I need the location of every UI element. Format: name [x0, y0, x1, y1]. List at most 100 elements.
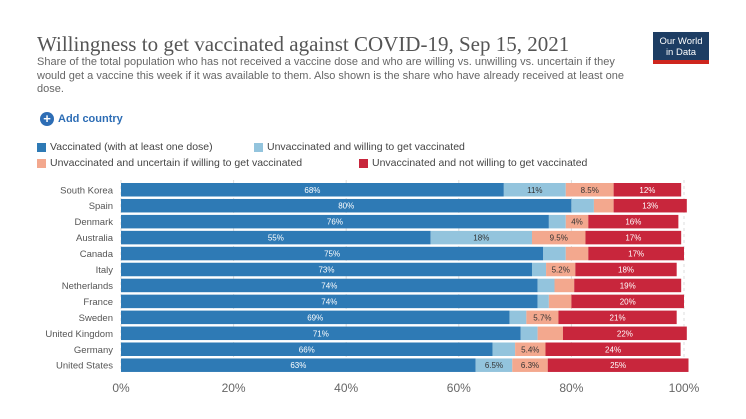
bar-segment-unwilling — [588, 214, 679, 229]
data-label-unwilling: 21% — [610, 313, 626, 322]
data-label-unwilling: 17% — [628, 250, 644, 259]
country-label: Spain — [89, 201, 113, 212]
data-label-vaccinated: 74% — [321, 297, 337, 306]
bar-segment-unwilling — [575, 262, 677, 277]
bar-segment-vaccinated — [121, 278, 538, 293]
data-label-unwilling: 19% — [620, 281, 636, 290]
bar-segment-willing — [509, 310, 527, 325]
bar-segment-uncertain — [531, 230, 586, 245]
bar-segment-willing — [543, 246, 566, 261]
legend-swatch-vaccinated — [37, 142, 46, 152]
bar-segment-willing — [503, 183, 566, 197]
data-label-uncertain: 5.4% — [521, 345, 539, 354]
data-label-unwilling: 24% — [605, 345, 621, 354]
legend-label-unwilling: Unvaccinated and not willing to get vacc… — [372, 157, 588, 169]
country-label: Germany — [74, 345, 113, 356]
bar-segment-uncertain — [565, 246, 589, 261]
bar-segment-vaccinated — [121, 262, 532, 277]
legend-swatch-unwilling — [359, 158, 368, 168]
bar-segment-uncertain — [565, 183, 614, 197]
country-label: Italy — [96, 265, 114, 276]
country-label: South Korea — [60, 185, 114, 196]
data-label-unwilling: 18% — [618, 266, 634, 275]
x-tick-label: 80% — [559, 381, 583, 395]
bar-segment-vaccinated — [121, 326, 521, 341]
bar-segment-unwilling — [558, 310, 677, 325]
x-tick-label: 60% — [447, 381, 471, 395]
legend-label-willing: Unvaccinated and willing to get vaccinat… — [267, 141, 465, 153]
data-label-vaccinated: 63% — [290, 361, 306, 370]
bar-segment-uncertain — [537, 326, 563, 341]
logo-line-2: in Data — [665, 47, 697, 58]
country-label: Australia — [76, 233, 114, 244]
bar-segment-unwilling — [588, 246, 684, 261]
bar-segment-uncertain — [515, 342, 546, 356]
bar-segment-vaccinated — [121, 342, 493, 356]
data-label-vaccinated: 66% — [299, 345, 315, 354]
chart-title: Willingness to get vaccinated against CO… — [37, 32, 570, 56]
bar-segment-willing — [492, 342, 516, 356]
bar-segment-willing — [531, 262, 547, 277]
x-tick-label: 20% — [222, 381, 246, 395]
bar-segment-uncertain — [512, 358, 548, 372]
data-label-unwilling: 12% — [639, 186, 655, 195]
add-country-button[interactable]: + Add country — [40, 110, 123, 128]
bar-segment-vaccinated — [121, 230, 431, 245]
bar-segment-unwilling — [613, 183, 682, 197]
data-label-vaccinated: 71% — [313, 329, 329, 338]
data-label-willing: 6.5% — [485, 361, 503, 370]
bar-segment-vaccinated — [121, 246, 544, 261]
bar-segment-uncertain — [565, 214, 589, 229]
legend-item-unwilling[interactable]: Unvaccinated and not willing to get vacc… — [359, 156, 619, 170]
bar-segment-willing — [537, 294, 549, 309]
data-label-uncertain: 5.2% — [552, 266, 570, 275]
data-label-unwilling: 13% — [642, 202, 658, 211]
bar-segment-unwilling — [574, 278, 682, 293]
data-label-willing: 11% — [527, 186, 542, 195]
legend-item-willing[interactable]: Unvaccinated and willing to get vaccinat… — [254, 140, 554, 154]
data-label-unwilling: 22% — [617, 329, 633, 338]
legend-swatch-uncertain — [37, 158, 46, 168]
data-label-vaccinated: 73% — [318, 266, 334, 275]
chart-legend: Vaccinated (with at least one dose) Unva… — [37, 140, 637, 170]
add-country-label: Add country — [58, 113, 123, 125]
bar-segment-uncertain — [526, 310, 559, 325]
data-label-unwilling: 17% — [625, 234, 641, 243]
bar-segment-uncertain — [593, 198, 614, 213]
bar-segment-vaccinated — [121, 310, 510, 325]
owid-logo[interactable]: Our World in Data — [653, 32, 709, 64]
bar-segment-vaccinated — [121, 183, 504, 197]
bar-segment-unwilling — [562, 326, 687, 341]
data-label-unwilling: 20% — [620, 297, 636, 306]
bar-segment-willing — [537, 278, 555, 293]
country-label: Denmark — [74, 217, 113, 228]
country-label: France — [83, 297, 113, 308]
bar-segment-willing — [548, 214, 566, 229]
logo-accent-bar — [653, 60, 709, 64]
country-label: Canada — [80, 249, 114, 260]
x-tick-label: 40% — [334, 381, 358, 395]
bar-segment-unwilling — [571, 294, 684, 309]
bar-segment-vaccinated — [121, 358, 476, 372]
bar-segment-vaccinated — [121, 198, 572, 213]
data-label-vaccinated: 55% — [268, 234, 284, 243]
data-label-vaccinated: 69% — [307, 313, 323, 322]
bar-segment-willing — [475, 358, 513, 372]
chart-subtitle: Share of the total population who has no… — [37, 56, 624, 95]
bar-segment-willing — [430, 230, 532, 245]
country-label: United Kingdom — [45, 329, 113, 340]
bar-segment-uncertain — [546, 262, 576, 277]
bar-segment-uncertain — [554, 278, 575, 293]
data-label-willing: 18% — [473, 234, 489, 243]
data-label-vaccinated: 74% — [321, 281, 337, 290]
logo-line-1: Our World — [659, 36, 703, 47]
data-label-unwilling: 16% — [625, 218, 641, 227]
legend-item-uncertain[interactable]: Unvaccinated and uncertain if willing to… — [37, 156, 347, 170]
legend-item-vaccinated[interactable]: Vaccinated (with at least one dose) — [37, 140, 242, 154]
data-label-uncertain: 8.5% — [581, 186, 599, 195]
bar-segment-unwilling — [547, 358, 689, 372]
data-label-vaccinated: 68% — [304, 186, 320, 195]
data-label-uncertain: 4% — [571, 218, 583, 227]
data-label-vaccinated: 80% — [338, 202, 354, 211]
bar-segment-vaccinated — [121, 294, 538, 309]
